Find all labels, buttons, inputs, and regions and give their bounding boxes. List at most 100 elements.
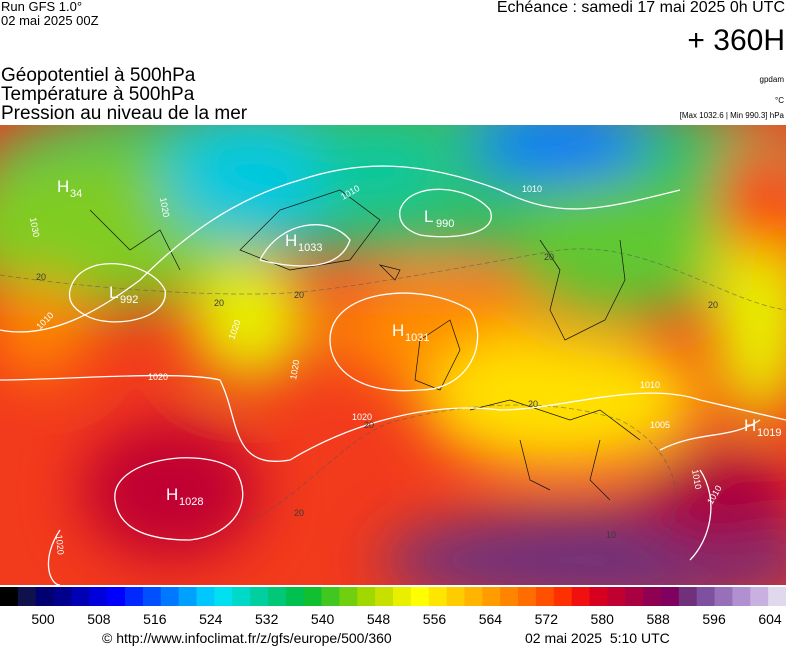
- colorbar-label: 508: [87, 611, 111, 627]
- lead-time: + 360H: [687, 24, 785, 57]
- layer: Géopotentiel à 500hPa: [1, 65, 196, 86]
- colorbar-label: 516: [143, 611, 167, 627]
- colorbar-cell: [375, 587, 394, 606]
- temperature-label: 20: [36, 272, 46, 282]
- colorbar-cell: [589, 587, 608, 606]
- colorbar-cell: [428, 587, 448, 606]
- isobar-label: 1010: [690, 469, 703, 490]
- colorbar-label: 596: [702, 611, 726, 627]
- pressure-center: L: [424, 207, 433, 226]
- colorbar-cell: [410, 587, 430, 606]
- layer: Température à 500hPa: [1, 84, 195, 105]
- unit: gpdam: [760, 75, 785, 84]
- unit: [Max 1032.6 | Min 990.3] hPa: [680, 111, 785, 120]
- isobar-label: 1005: [650, 420, 670, 430]
- colorbar-cell: [196, 587, 215, 606]
- pressure-value: 992: [120, 294, 138, 306]
- colorbar-cell: [142, 587, 162, 606]
- colorbar-cell: [303, 587, 323, 606]
- pressure-center: H: [392, 321, 404, 340]
- temperature-label: 20: [214, 298, 224, 308]
- colorbar-cell: [178, 587, 197, 606]
- colorbar-cell: [232, 587, 251, 606]
- colorbar-cell: [643, 587, 662, 606]
- generated: 02 mai 2025 5:10 UTC: [525, 630, 670, 646]
- colorbar-label: 500: [31, 611, 55, 627]
- colorbar-cell: [250, 587, 269, 606]
- colorbar-label: 540: [311, 611, 335, 627]
- pressure-center: H: [285, 231, 297, 250]
- pressure-value: 34: [70, 188, 82, 200]
- temperature-label: 20: [294, 290, 304, 300]
- colorbar-cell: [357, 587, 376, 606]
- pressure-center: L: [109, 283, 118, 302]
- colorbar-cell: [732, 587, 751, 606]
- colorbar-cell: [160, 587, 180, 606]
- pressure-center: H: [744, 416, 756, 435]
- colorbar-cell: [500, 587, 519, 606]
- isobar-label: 1010: [640, 380, 660, 390]
- pressure-center: H: [57, 177, 69, 196]
- temperature-label: 20: [708, 300, 718, 310]
- isobar-label: 1020: [352, 412, 372, 422]
- colorbar-cell: [535, 587, 555, 606]
- colorbar-cell: [625, 587, 644, 606]
- isobar-label: 1020: [158, 197, 171, 218]
- colorbar-cell: [446, 587, 465, 606]
- colorbar: 500 508 516 524 532 540 548 556 564 572 580 588 596 6…: [0, 587, 786, 627]
- colorbar-label: 548: [367, 611, 391, 627]
- colorbar-cell: [53, 587, 72, 606]
- colorbar-label: 580: [591, 611, 615, 627]
- run: Run GFS 1.0°: [1, 0, 82, 14]
- colorbar-cell: [714, 587, 733, 606]
- colorbar-cell: [393, 587, 412, 606]
- isobar-label: 1020: [288, 359, 301, 380]
- colorbar-label: 572: [535, 611, 559, 627]
- colorbar-cell: [107, 587, 126, 606]
- colorbar-cell: [89, 587, 108, 606]
- colorbar-label: 588: [646, 611, 670, 627]
- colorbar-cell: [17, 587, 37, 606]
- colorbar-cell: [750, 587, 769, 606]
- colorbar-cell: [464, 587, 483, 606]
- colorbar-cell: [482, 587, 501, 606]
- isobar-label: 1020: [54, 534, 66, 555]
- colorbar-label: 604: [758, 611, 782, 627]
- colorbar-cell: [125, 587, 144, 606]
- colorbar-cell: [571, 587, 590, 606]
- valid-time: Echéance : samedi 17 mai 2025 0h UTC: [497, 0, 785, 16]
- pressure-value: 1028: [179, 496, 203, 508]
- colorbar-label: 556: [423, 611, 447, 627]
- colorbar-cell: [553, 587, 573, 606]
- colorbar-cell: [339, 587, 358, 606]
- isobar-label: 1030: [28, 217, 41, 238]
- colorbar-cell: [71, 587, 90, 606]
- temperature-label: 20: [544, 252, 554, 262]
- pressure-value: 990: [436, 218, 454, 230]
- isobar-label: 1010: [522, 184, 542, 194]
- source: © http://www.infoclimat.fr/z/gfs/europe/…: [102, 630, 392, 646]
- colorbar-cell: [35, 587, 55, 606]
- temperature-label: 20: [364, 420, 374, 430]
- colorbar-cell: [0, 587, 19, 606]
- temperature-label: 10: [606, 530, 616, 540]
- colorbar-cell: [607, 587, 626, 606]
- temperature-label: 20: [528, 399, 538, 409]
- colorbar-cell: [214, 587, 233, 606]
- colorbar-cell: [518, 587, 537, 606]
- colorbar-label: 564: [479, 611, 503, 627]
- pressure-center: H: [166, 485, 178, 504]
- colorbar-cell: [285, 587, 305, 606]
- unit: °C: [775, 96, 784, 105]
- colorbar-cell: [696, 587, 716, 606]
- colorbar-cell: [321, 587, 340, 606]
- colorbar-cell: [768, 587, 786, 606]
- colorbar-cell: [678, 587, 698, 606]
- pressure-value: 1019: [757, 427, 781, 439]
- temperature-label: 20: [294, 508, 304, 518]
- colorbar-label: 532: [255, 611, 279, 627]
- colorbar-cell: [660, 587, 680, 606]
- pressure-value: 1031: [405, 332, 429, 344]
- colorbar-label: 524: [199, 611, 223, 627]
